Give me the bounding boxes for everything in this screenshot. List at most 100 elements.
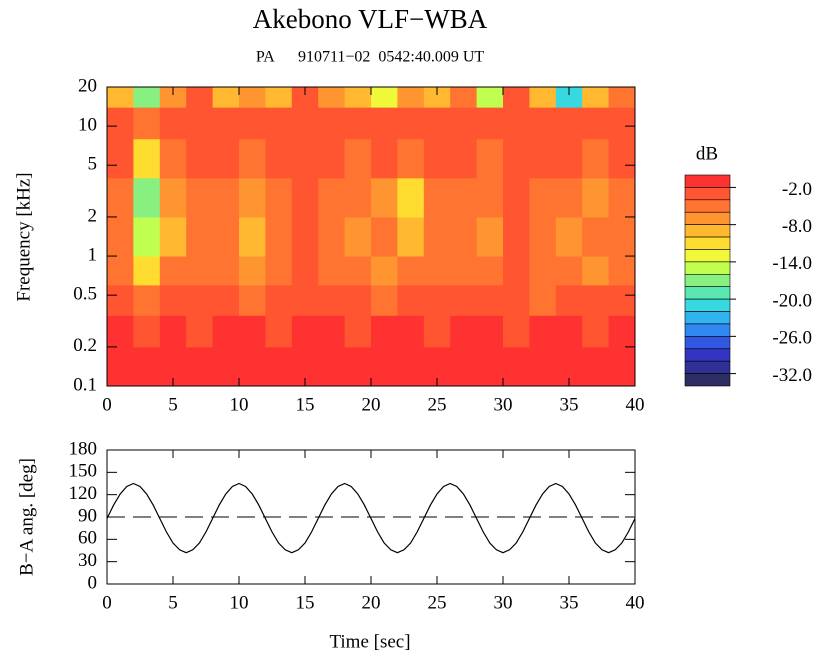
- heatmap-cell: [239, 315, 266, 348]
- x-tick-label: 15: [296, 394, 315, 415]
- colorbar-swatch: [684, 273, 731, 288]
- colorbar-tick-label: -8.0: [782, 216, 812, 237]
- heatmap-cell: [318, 256, 346, 286]
- heatmap-cell: [186, 315, 214, 348]
- heatmap-cell: [555, 138, 583, 179]
- heatmap-cell: [186, 216, 214, 257]
- heatmap-cell: [450, 256, 478, 286]
- heatmap-cell: [107, 256, 134, 286]
- heatmap-cell: [555, 216, 583, 257]
- heatmap-cell: [450, 138, 478, 179]
- heatmap-cell: [265, 256, 293, 286]
- heatmap-cell: [555, 87, 583, 108]
- heatmap-cell: [133, 107, 161, 140]
- heatmap-cell: [608, 216, 636, 257]
- heatmap-cell: [476, 256, 504, 286]
- x-tick-label: 10: [230, 592, 249, 613]
- heatmap-cell: [555, 177, 583, 218]
- heatmap-cell: [529, 284, 557, 316]
- y-tick-label: 0.1: [73, 374, 97, 395]
- heatmap-cell: [371, 177, 398, 218]
- heatmap-cell: [318, 284, 346, 316]
- heatmap-cell: [107, 315, 134, 348]
- heatmap-cell: [476, 346, 504, 387]
- heatmap-cell: [450, 216, 478, 257]
- heatmap-cell: [371, 87, 398, 108]
- heatmap-cell: [239, 138, 266, 179]
- heatmap-cell: [397, 87, 425, 108]
- heatmap-cell: [212, 256, 240, 286]
- heatmap-cell: [107, 177, 134, 218]
- heatmap-cell: [318, 216, 346, 257]
- heatmap-cell: [450, 346, 478, 387]
- colorbar-swatch: [684, 298, 731, 312]
- x-axis-label: Time [sec]: [329, 631, 410, 652]
- y-tick-label: 60: [78, 528, 97, 549]
- heatmap-cell: [503, 87, 530, 108]
- heatmap-cell: [133, 177, 161, 218]
- heatmap-cell: [371, 138, 398, 179]
- heatmap-cell: [608, 346, 636, 387]
- heatmap-cell: [529, 177, 557, 218]
- heatmap-cell: [608, 138, 636, 179]
- x-tick-label: 30: [494, 394, 513, 415]
- heatmap-cell: [212, 284, 240, 316]
- colorbar-tick-label: -20.0: [772, 290, 812, 311]
- heatmap-cell: [397, 315, 425, 348]
- heatmap-cell: [212, 216, 240, 257]
- heatmap-cell: [582, 107, 610, 140]
- heatmap-cell: [476, 315, 504, 348]
- heatmap-cell: [159, 177, 187, 218]
- heatmap-cell: [291, 216, 319, 257]
- heatmap-cell: [371, 315, 398, 348]
- heatmap-cell: [476, 216, 504, 257]
- y-tick-label: 10: [78, 114, 97, 135]
- heatmap-cell: [555, 107, 583, 140]
- heatmap-cell: [186, 256, 214, 286]
- heatmap-cell: [265, 216, 293, 257]
- heatmap-cell: [450, 315, 478, 348]
- y-tick-label: 90: [78, 505, 97, 526]
- heatmap-cell: [397, 107, 425, 140]
- plot-frame: [106, 86, 636, 387]
- y-axis-label: Frequency [kHz]: [13, 172, 34, 301]
- heatmap-cell: [239, 107, 266, 140]
- heatmap-cell: [291, 87, 319, 108]
- heatmap-cell: [450, 177, 478, 218]
- heatmap-cell: [423, 216, 451, 257]
- y-tick-label: 1: [88, 244, 98, 265]
- heatmap-cell: [371, 346, 398, 387]
- colorbar-swatch: [684, 199, 731, 213]
- heatmap-cell: [159, 107, 187, 140]
- colorbar-swatch: [684, 323, 731, 337]
- heatmap-cell: [397, 256, 425, 286]
- heatmap-cell: [503, 177, 530, 218]
- colorbar-swatch: [684, 311, 731, 325]
- heatmap-cell: [159, 138, 187, 179]
- heatmap-cell: [265, 284, 293, 316]
- heatmap-cell: [608, 177, 636, 218]
- heatmap-cell: [318, 315, 346, 348]
- x-tick-label: 35: [560, 592, 579, 613]
- heatmap-cell: [344, 315, 372, 348]
- y-tick-label: 150: [69, 461, 98, 482]
- heatmap-cell: [212, 177, 240, 218]
- heatmap-cell: [344, 107, 372, 140]
- colorbar-swatch: [684, 174, 731, 188]
- colorbar-tick-label: -26.0: [772, 328, 812, 349]
- heatmap-cell: [186, 177, 214, 218]
- heatmap-cell: [265, 87, 293, 108]
- heatmap-cell: [608, 284, 636, 316]
- colorbar-tick-label: -32.0: [772, 365, 812, 386]
- heatmap-cell: [582, 177, 610, 218]
- colorbar-swatch: [684, 373, 731, 387]
- heatmap-cell: [423, 107, 451, 140]
- heatmap-cell: [159, 315, 187, 348]
- heatmap-cell: [344, 87, 372, 108]
- heatmap-cell: [371, 256, 398, 286]
- heatmap-cell: [239, 284, 266, 316]
- colorbar-swatch: [684, 224, 731, 238]
- heatmap-cell: [582, 138, 610, 179]
- heatmap-cell: [476, 107, 504, 140]
- colorbar-swatch: [684, 261, 731, 275]
